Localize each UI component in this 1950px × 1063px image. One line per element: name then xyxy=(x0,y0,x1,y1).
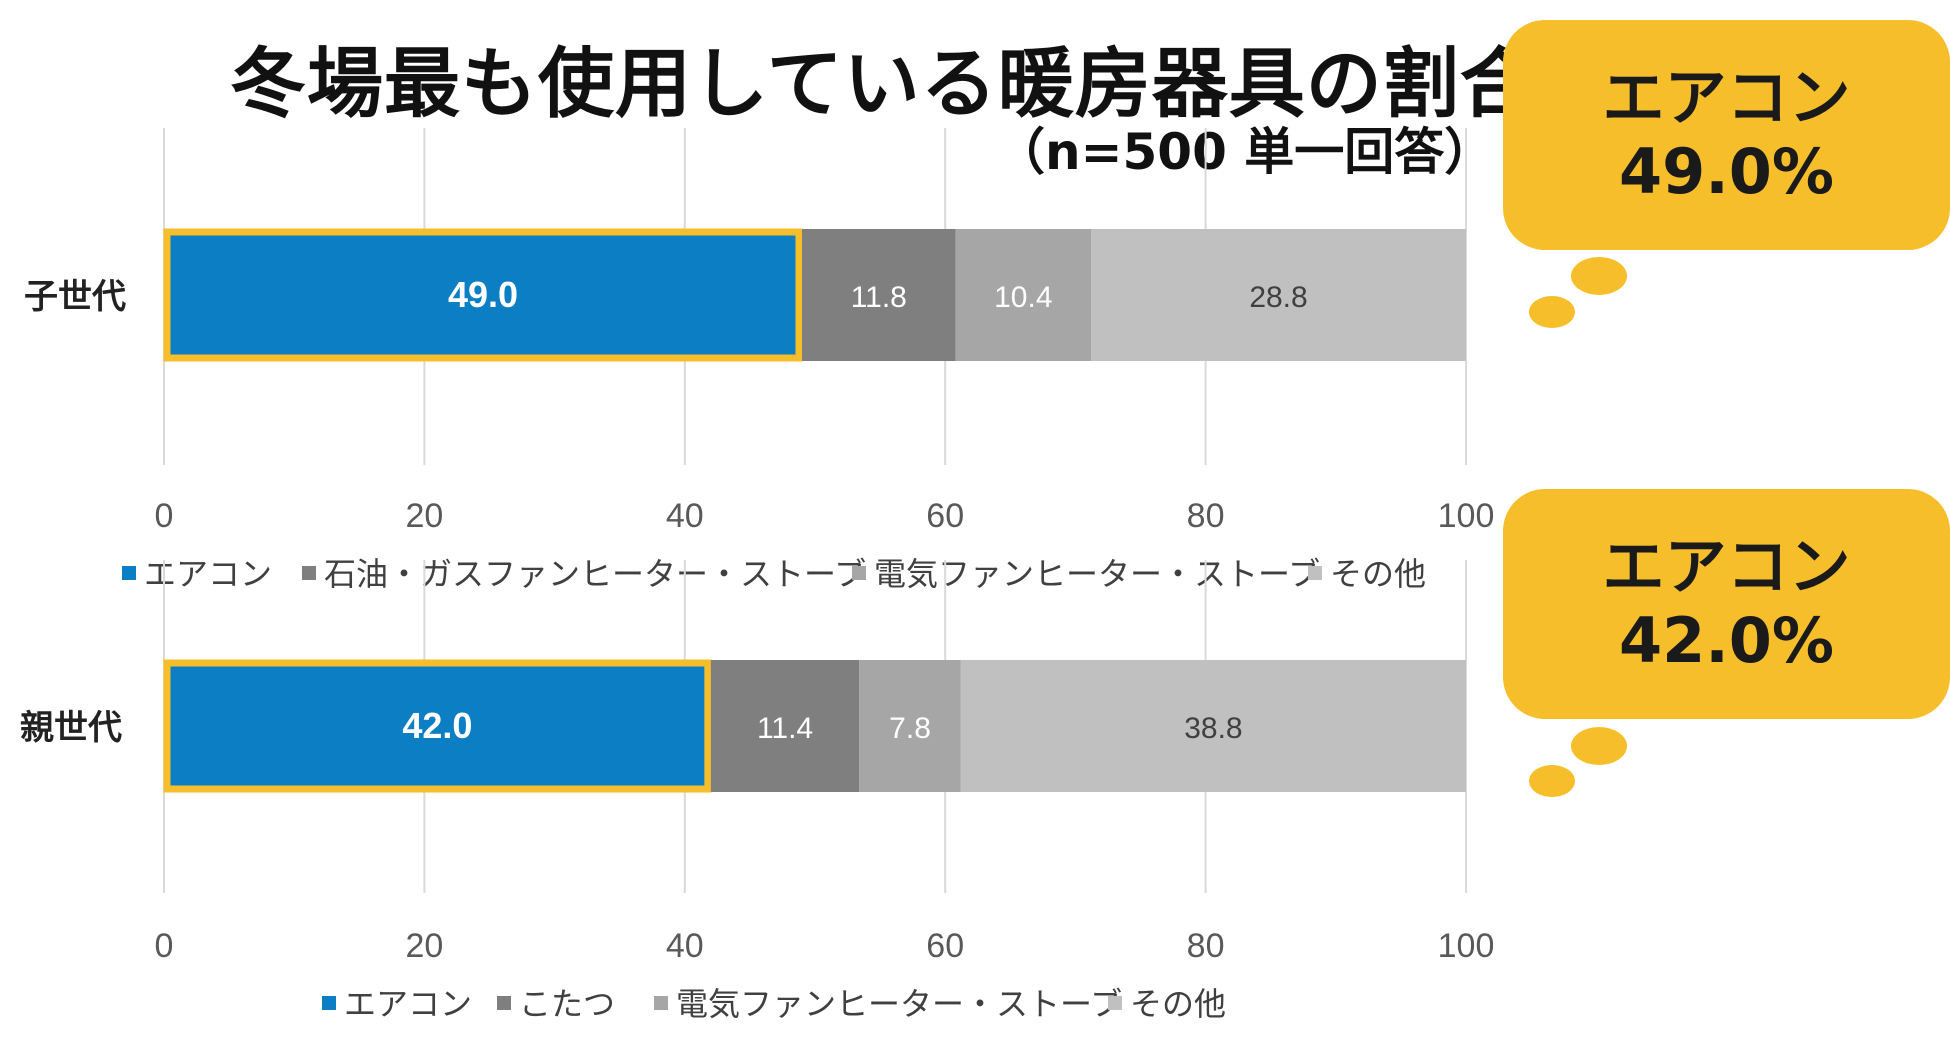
data-label: 42.0 xyxy=(402,705,472,746)
legend-swatch xyxy=(497,996,511,1010)
x-tick-label: 80 xyxy=(1187,927,1225,965)
callout-bubble-parent: エアコン 42.0% xyxy=(1503,489,1950,719)
callout-label: エアコン xyxy=(1602,530,1851,603)
x-tick-label: 60 xyxy=(926,927,964,965)
bar-segment xyxy=(801,229,956,361)
legend-label: こたつ xyxy=(519,985,615,1023)
data-label: 11.8 xyxy=(851,281,907,314)
data-label: 7.8 xyxy=(889,712,931,745)
bar-segment xyxy=(960,660,1466,792)
data-label: 38.8 xyxy=(1184,712,1242,745)
x-tick-label: 100 xyxy=(1438,497,1495,535)
x-tick-label: 80 xyxy=(1187,497,1225,535)
legend-label: 電気ファンヒーター・ストーブ xyxy=(676,985,1122,1023)
x-tick-label: 0 xyxy=(155,927,174,965)
data-label: 10.4 xyxy=(994,281,1052,314)
legend-label: 電気ファンヒーター・ストーブ xyxy=(874,555,1320,593)
legend-swatch xyxy=(322,996,336,1010)
x-tick-label: 100 xyxy=(1438,927,1495,965)
x-tick-label: 40 xyxy=(666,927,704,965)
legend-swatch xyxy=(1308,566,1322,580)
x-tick-label: 60 xyxy=(926,497,964,535)
legend-label: エアコン xyxy=(144,555,272,593)
thought-dot-large xyxy=(1571,257,1627,295)
bar-segment xyxy=(710,660,860,792)
bar-segment xyxy=(164,229,802,361)
legend-swatch xyxy=(302,566,316,580)
legend-swatch xyxy=(852,566,866,580)
x-tick-label: 40 xyxy=(666,497,704,535)
category-label: 親世代 xyxy=(20,708,122,748)
data-label: 49.0 xyxy=(448,274,518,315)
bar-segment xyxy=(1091,229,1466,361)
legend-swatch xyxy=(654,996,668,1010)
data-label: 11.4 xyxy=(757,712,813,745)
bar-segment xyxy=(164,660,711,792)
highlight-frame xyxy=(163,659,712,793)
legend-swatch xyxy=(122,566,136,580)
legend-label: その他 xyxy=(1130,985,1226,1023)
callout-label: エアコン xyxy=(1602,61,1851,134)
callout-bubble-child: エアコン 49.0% xyxy=(1503,20,1950,250)
highlight-frame xyxy=(163,228,803,362)
chart-subtitle: （n=500 単一回答） xyxy=(995,123,1495,181)
chart-title: 冬場最も使用している暖房器具の割合 xyxy=(230,39,1537,128)
x-tick-label: 0 xyxy=(155,497,174,535)
category-label: 子世代 xyxy=(24,277,126,317)
thought-dot-small xyxy=(1529,296,1575,328)
x-tick-label: 20 xyxy=(405,497,443,535)
data-label: 28.8 xyxy=(1249,281,1307,314)
x-tick-label: 20 xyxy=(405,927,443,965)
bar-segment xyxy=(859,660,961,792)
legend-label: エアコン xyxy=(344,985,472,1023)
legend-swatch xyxy=(1108,996,1122,1010)
legend-label: 石油・ガスファンヒーター・ストーブ xyxy=(324,555,866,593)
callout-value: 42.0% xyxy=(1618,604,1835,677)
thought-dot-small xyxy=(1529,765,1575,797)
thought-dot-large xyxy=(1571,727,1627,765)
callout-value: 49.0% xyxy=(1618,135,1835,208)
bar-segment xyxy=(955,229,1092,361)
legend-label: その他 xyxy=(1330,555,1426,593)
